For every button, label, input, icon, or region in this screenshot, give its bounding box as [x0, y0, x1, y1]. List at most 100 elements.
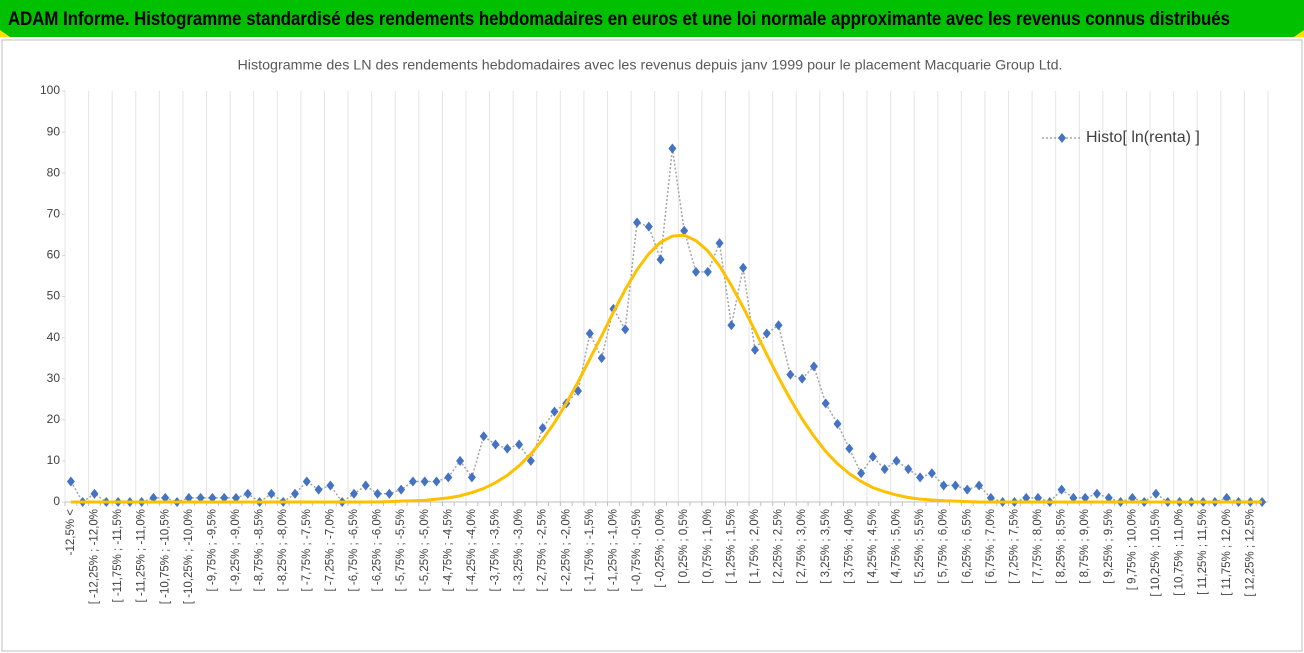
marker [491, 439, 500, 450]
marker [149, 492, 158, 503]
marker [868, 451, 877, 462]
y-tick-label: 50 [47, 289, 61, 303]
x-tick-label: [ 4,25% ; 4,5% [867, 509, 879, 584]
marker [951, 480, 960, 491]
marker [267, 488, 276, 499]
marker [927, 468, 936, 479]
marker [904, 464, 913, 475]
chart-title: Histogramme des LN des rendements hebdom… [238, 57, 1063, 73]
marker [727, 320, 736, 331]
x-tick-label: [ -0,25% ; 0,0% [655, 509, 667, 588]
marker [456, 455, 465, 466]
marker [762, 328, 771, 339]
x-tick-label: [ -2,75% ; -2,5% [537, 509, 549, 591]
x-tick-label: [ -3,75% ; -3,5% [490, 509, 502, 591]
marker [1092, 488, 1101, 499]
marker [691, 266, 700, 277]
marker [326, 480, 335, 491]
marker [715, 238, 724, 249]
x-tick-label: [ -8,25% ; -8,0% [277, 509, 289, 591]
x-tick-label: [ 2,25% ; 2,5% [773, 509, 785, 584]
fit-curve [70, 233, 1263, 504]
marker [290, 488, 299, 499]
marker [467, 472, 476, 483]
marker [444, 472, 453, 483]
y-tick-label: 20 [47, 412, 61, 426]
x-tick-label: [ 0,75% ; 1,0% [702, 509, 714, 584]
marker [845, 443, 854, 454]
x-tick-label: [ 1,25% ; 1,5% [725, 509, 737, 584]
x-tick-label: [ 11,75% ; 12,0% [1221, 509, 1233, 596]
y-tick-label: 80 [47, 165, 61, 179]
marker [916, 472, 925, 483]
marker [1128, 492, 1137, 503]
y-tick-label: 70 [47, 206, 61, 220]
marker [880, 464, 889, 475]
marker [232, 492, 241, 503]
marker [774, 320, 783, 331]
x-tick-label: [ 0,25% ; 0,5% [678, 509, 690, 584]
marker [798, 373, 807, 384]
x-tick-label: [ 10,25% ; 10,5% [1150, 509, 1162, 597]
marker [1022, 492, 1031, 503]
x-tick-label: [ -10,75% ; -10,5% [159, 509, 171, 604]
x-tick-label: [ -4,75% ; -4,5% [442, 509, 454, 591]
marker [550, 406, 559, 417]
marker [680, 225, 689, 236]
marker [1057, 484, 1066, 495]
marker [538, 423, 547, 434]
marker [597, 353, 606, 364]
legend-label: Histo[ ln(renta) ] [1086, 129, 1200, 146]
marker [656, 254, 665, 265]
x-tick-label: [ -1,25% ; -1,0% [607, 509, 619, 591]
x-tick-label: [ -8,75% ; -8,5% [254, 509, 266, 591]
marker [833, 418, 842, 429]
marker [986, 492, 995, 503]
x-tick-label: [ -9,25% ; -9,0% [230, 509, 242, 591]
series-line [70, 148, 1263, 504]
marker [857, 468, 866, 479]
marker [1151, 488, 1160, 499]
x-tick-label: [ 11,25% ; 11,5% [1197, 509, 1209, 595]
marker [196, 492, 205, 503]
x-tick-label: -12,5% < [65, 509, 77, 556]
x-tick-label: [ 9,75% ; 10,0% [1126, 509, 1138, 590]
x-tick-label: [ 5,75% ; 6,0% [938, 509, 950, 584]
x-tick-label: [ 3,75% ; 4,0% [843, 509, 855, 584]
marker [515, 439, 524, 450]
marker [503, 443, 512, 454]
marker [585, 328, 594, 339]
marker [526, 455, 535, 466]
marker [975, 480, 984, 491]
marker [750, 344, 759, 355]
marker [220, 492, 229, 503]
x-tick-label: [ 8,25% ; 8,5% [1056, 509, 1068, 584]
x-tick-label: [ -4,25% ; -4,0% [466, 509, 478, 591]
y-tick-label: 60 [47, 248, 61, 262]
marker [1081, 492, 1090, 503]
legend-marker [1058, 133, 1066, 143]
header-title: ADAM Informe. Histogramme standardisé de… [8, 9, 1230, 30]
x-tick-label: [ -2,25% ; -2,0% [560, 509, 572, 591]
x-tick-label: [ -3,25% ; -3,0% [513, 509, 525, 591]
y-tick-label: 30 [47, 371, 61, 385]
marker [633, 217, 642, 228]
x-tick-label: [ 7,25% ; 7,5% [1008, 509, 1020, 584]
x-tick-label: [ 7,75% ; 8,0% [1032, 509, 1044, 584]
x-tick-label: [ 1,75% ; 2,0% [749, 509, 761, 584]
marker [1034, 492, 1043, 503]
y-tick-label: 40 [47, 330, 61, 344]
marker [963, 484, 972, 495]
corner [0, 30, 10, 37]
x-tick-label: [ 2,75% ; 3,0% [796, 509, 808, 584]
x-tick-label: [ -12,25% ; -12,0% [89, 509, 101, 604]
x-tick-label: [ -11,25% ; -11,0% [136, 509, 148, 603]
marker [373, 488, 382, 499]
marker [432, 476, 441, 487]
marker [385, 488, 394, 499]
marker [66, 476, 75, 487]
y-tick-label: 100 [40, 83, 60, 97]
marker [739, 262, 748, 273]
marker [621, 324, 630, 335]
x-tick-label: [ 9,25% ; 9,5% [1103, 509, 1115, 584]
